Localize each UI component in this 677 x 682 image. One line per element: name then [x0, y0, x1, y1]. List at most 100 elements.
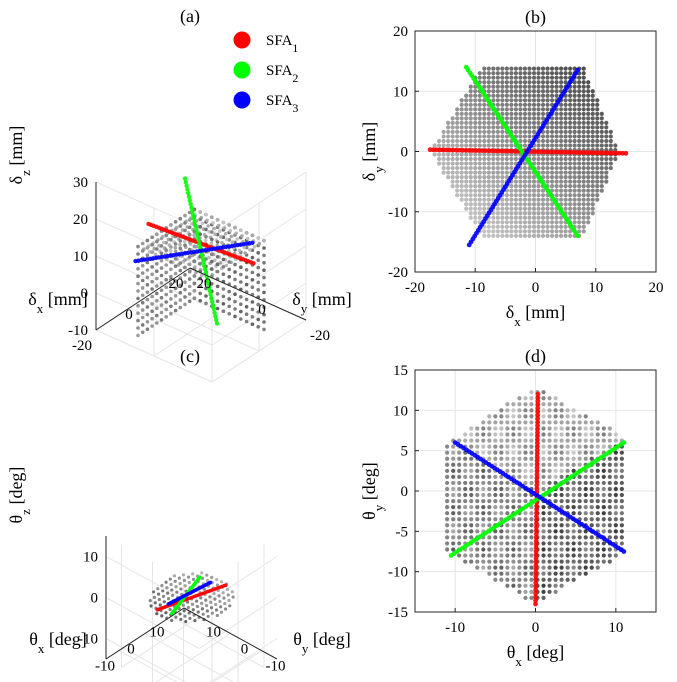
- workspace-point: [486, 156, 491, 162]
- workspace-point: [553, 571, 558, 576]
- workspace-point: [589, 505, 594, 510]
- workspace-point: [204, 235, 208, 239]
- workspace-point: [513, 116, 519, 121]
- workspace-point: [595, 474, 600, 479]
- workspace-point: [554, 138, 559, 144]
- workspace-point: [513, 102, 519, 107]
- workspace-point: [581, 93, 586, 98]
- workspace-point: [601, 523, 606, 528]
- workspace-point: [590, 111, 595, 116]
- workspace-point: [619, 535, 624, 540]
- y-tick-label: -10: [266, 659, 286, 675]
- workspace-point: [589, 547, 594, 552]
- y-axis-label: θy [deg]: [359, 462, 386, 520]
- workspace-point: [554, 66, 559, 71]
- workspace-point: [541, 577, 546, 582]
- workspace-point: [233, 270, 237, 274]
- workspace-point: [529, 432, 534, 437]
- workspace-point: [486, 170, 491, 175]
- workspace-point: [522, 202, 528, 207]
- workspace-point: [509, 161, 514, 166]
- workspace-point: [581, 202, 586, 207]
- workspace-point: [487, 456, 492, 461]
- workspace-point: [178, 283, 183, 288]
- workspace-point: [159, 310, 164, 315]
- workspace-point: [491, 184, 496, 189]
- workspace-point: [523, 553, 528, 558]
- workspace-point: [531, 93, 537, 98]
- workspace-point: [536, 211, 541, 216]
- series-2-point: [208, 292, 213, 297]
- series-2-point: [621, 440, 627, 445]
- workspace-point: [549, 233, 555, 238]
- workspace-point: [541, 565, 546, 570]
- workspace-point: [481, 432, 486, 437]
- workspace-point: [518, 229, 523, 234]
- workspace-point: [522, 84, 528, 89]
- workspace-point: [481, 474, 486, 479]
- workspace-point: [205, 573, 209, 577]
- workspace-point: [173, 279, 178, 283]
- workspace-point: [595, 143, 600, 148]
- workspace-point: [583, 474, 588, 479]
- workspace-point: [589, 523, 594, 528]
- workspace-point: [181, 603, 185, 607]
- workspace-point: [486, 129, 491, 135]
- workspace-point: [604, 120, 609, 125]
- y-tick-label: -15: [388, 605, 408, 621]
- workspace-point: [155, 306, 159, 311]
- workspace-point: [568, 215, 573, 220]
- workspace-point: [511, 529, 516, 534]
- workspace-point: [601, 426, 606, 431]
- workspace-point: [511, 432, 516, 437]
- series-3: [452, 440, 627, 554]
- workspace-point: [457, 456, 462, 461]
- workspace-point: [607, 444, 612, 449]
- series-1-point: [534, 517, 539, 523]
- workspace-point: [482, 71, 487, 76]
- workspace-point: [159, 236, 164, 241]
- workspace-point: [169, 297, 173, 301]
- workspace-point: [577, 175, 582, 180]
- workspace-point: [568, 125, 573, 130]
- workspace-point: [565, 456, 570, 461]
- workspace-point: [196, 610, 200, 614]
- workspace-point: [572, 211, 577, 216]
- workspace-point: [577, 107, 582, 112]
- workspace-point: [565, 486, 570, 492]
- series-2-point: [210, 299, 215, 304]
- series-3-point: [621, 549, 627, 554]
- workspace-point: [511, 450, 516, 455]
- workspace-point: [565, 492, 570, 498]
- workspace-point: [517, 523, 522, 528]
- workspace-point: [545, 138, 550, 144]
- workspace-point: [513, 202, 519, 207]
- workspace-point: [475, 438, 480, 443]
- workspace-point: [206, 614, 210, 619]
- workspace-point: [218, 599, 222, 603]
- workspace-point: [527, 224, 532, 229]
- workspace-point: [499, 432, 504, 437]
- workspace-point: [572, 116, 577, 121]
- workspace-point: [571, 505, 576, 510]
- workspace-point: [464, 120, 469, 125]
- workspace-point: [559, 517, 564, 522]
- workspace-point: [541, 420, 546, 425]
- workspace-point: [210, 575, 214, 579]
- workspace-point: [547, 462, 552, 467]
- workspace-point: [473, 165, 478, 171]
- workspace-point: [613, 535, 618, 540]
- workspace-point: [540, 206, 546, 211]
- workspace-point: [541, 462, 546, 467]
- workspace-point: [445, 535, 450, 540]
- workspace-point: [601, 474, 606, 479]
- workspace-point: [446, 161, 451, 166]
- workspace-point: [513, 107, 519, 112]
- workspace-point: [581, 188, 586, 193]
- workspace-point: [547, 511, 552, 516]
- workspace-point: [581, 107, 586, 112]
- workspace-point: [191, 572, 195, 576]
- workspace-point: [457, 474, 462, 479]
- workspace-point: [145, 290, 150, 295]
- workspace-point: [183, 213, 187, 218]
